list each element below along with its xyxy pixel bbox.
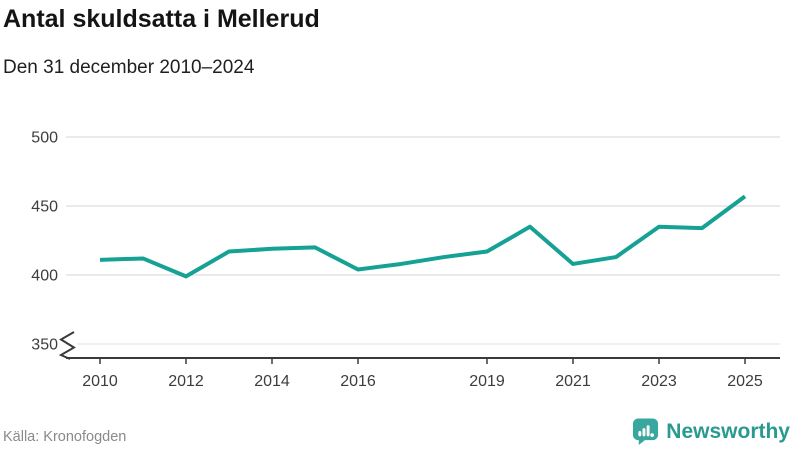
y-tick-label: 500 bbox=[31, 130, 58, 147]
speech-bubble-shape bbox=[633, 418, 659, 441]
y-tick-label: 450 bbox=[31, 199, 58, 216]
x-tick-label: 2014 bbox=[254, 373, 290, 390]
line-chart: 500 450 400 350 2010 2012 2014 2016 2019 2021 2023… bbox=[31, 130, 780, 390]
newsworthy-logo-icon bbox=[633, 418, 659, 445]
page-title: Antal skuldsatta i Mellerud bbox=[3, 5, 320, 33]
newsworthy-logo: Newsworthy bbox=[632, 417, 790, 446]
page-subtitle: Den 31 december 2010–2024 bbox=[3, 57, 255, 78]
x-tick-label: 2023 bbox=[641, 373, 677, 390]
y-tick-label: 350 bbox=[31, 337, 58, 354]
speech-bubble-tail bbox=[639, 439, 647, 445]
x-tick-label: 2010 bbox=[82, 373, 118, 390]
exclamation-stem bbox=[646, 425, 650, 437]
bar-chart-bar-2 bbox=[642, 428, 646, 437]
exclamation-dot bbox=[650, 433, 655, 437]
brand-name: Newsworthy bbox=[666, 419, 790, 443]
source-label: Källa: Kronofogden bbox=[3, 429, 127, 445]
axis-break-icon bbox=[58, 331, 76, 360]
data-line-series bbox=[99, 194, 747, 279]
x-tick-label: 2021 bbox=[555, 373, 591, 390]
x-tick-label: 2012 bbox=[168, 373, 204, 390]
x-tick-label: 2019 bbox=[469, 373, 505, 390]
x-tick-label: 2016 bbox=[340, 373, 376, 390]
x-tick-label: 2025 bbox=[727, 373, 763, 390]
bar-chart-bar-1 bbox=[638, 431, 642, 437]
y-tick-label: 400 bbox=[31, 268, 58, 285]
